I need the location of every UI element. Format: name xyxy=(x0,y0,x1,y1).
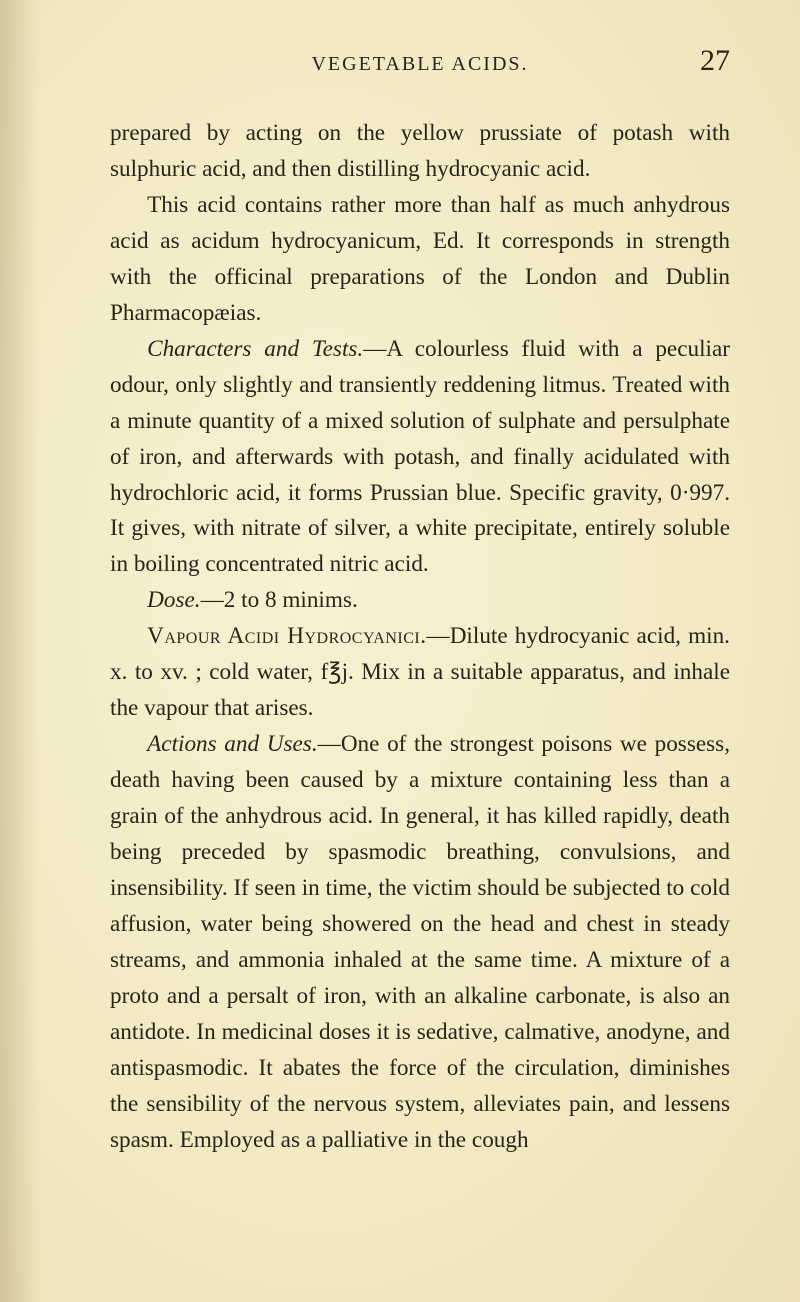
lead-dose: Dose. xyxy=(147,587,200,613)
paragraph-6-body: —One of the strongest poisons we possess… xyxy=(110,731,730,1152)
page-header: VEGETABLE ACIDS. 27 xyxy=(110,44,730,78)
paragraph-4-body: —2 to 8 minims. xyxy=(201,587,358,613)
running-head: VEGETABLE ACIDS. xyxy=(170,53,670,76)
lead-characters-tests: Characters and Tests. xyxy=(147,336,363,362)
lead-vapour: Vapour Acidi Hydrocyanici. xyxy=(147,623,426,649)
paragraph-3: Characters and Tests.—A colourless fluid… xyxy=(110,332,730,584)
page-number: 27 xyxy=(670,44,730,78)
lead-actions-uses: Actions and Uses. xyxy=(147,731,318,757)
paragraph-3-body: —A colourless fluid with a peculiar odou… xyxy=(110,336,730,578)
paragraph-4: Dose.—2 to 8 minims. xyxy=(110,583,730,619)
paragraph-1: prepared by acting on the yellow prussia… xyxy=(110,116,730,188)
paragraph-5: Vapour Acidi Hydrocyanici.—Dilute hydroc… xyxy=(110,619,730,727)
page: VEGETABLE ACIDS. 27 prepared by acting o… xyxy=(0,0,800,1302)
body-text: prepared by acting on the yellow prussia… xyxy=(110,116,730,1159)
binding-shadow xyxy=(0,0,40,1302)
paragraph-2: This acid contains rather more than half… xyxy=(110,188,730,332)
paragraph-6: Actions and Uses.—One of the strongest p… xyxy=(110,727,730,1158)
